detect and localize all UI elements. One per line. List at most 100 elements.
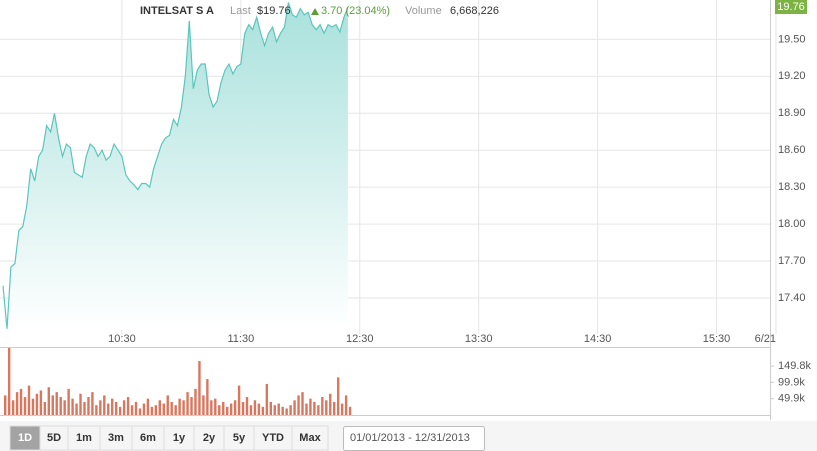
volume-bar [313, 401, 316, 415]
y-tick-label: 19.50 [778, 33, 806, 45]
range-button-label[interactable]: YTD [262, 432, 284, 444]
volume-bar [87, 397, 90, 415]
volume-bar [31, 398, 35, 415]
volume-bar [229, 403, 233, 415]
last-tag-bg [775, 0, 807, 14]
x-tick-label: 11:30 [227, 333, 254, 345]
volume-bar [325, 400, 328, 415]
volume-bar [344, 395, 348, 415]
volume-bar [194, 388, 197, 415]
volume-bar [27, 385, 31, 415]
up-arrow [311, 8, 319, 15]
range-button[interactable] [9, 425, 41, 451]
volume-bar [241, 401, 245, 415]
y-tick-label: 18.60 [778, 144, 806, 156]
stock-name: INTELSAT S A [140, 5, 214, 17]
volume-bar [114, 401, 118, 415]
volume-bar [206, 379, 209, 415]
range-button-label[interactable]: 3m [108, 432, 124, 444]
range-button[interactable] [131, 425, 165, 451]
volume-bar [59, 397, 62, 415]
volume-bar [146, 398, 150, 415]
range-button-label[interactable]: Max [299, 432, 321, 444]
volume-bar [218, 405, 221, 415]
range-button[interactable] [291, 425, 329, 451]
volume-bar [210, 400, 213, 415]
range-button[interactable] [223, 425, 255, 451]
range-button-label[interactable]: 5y [233, 432, 246, 444]
volume-bar [214, 398, 217, 415]
volume-bar [67, 388, 70, 415]
volume-bar [233, 400, 237, 415]
volume-bar [190, 397, 193, 415]
volume-bar [281, 406, 284, 415]
volume-bar [71, 398, 74, 415]
volume-bar [158, 400, 161, 415]
y-tick-label: 18.90 [778, 107, 806, 119]
volume-bar [198, 361, 201, 415]
volume-value: 6,668,226 [450, 5, 499, 17]
volume-bar [111, 398, 114, 415]
volume-bar [107, 403, 110, 415]
volume-bar [43, 401, 47, 415]
volume-bar [122, 400, 126, 415]
volume-bar [63, 400, 66, 415]
range-button[interactable] [193, 425, 225, 451]
range-button[interactable] [39, 425, 69, 451]
volume-bar [55, 392, 58, 415]
volume-bar [261, 406, 265, 415]
volume-bar [47, 387, 51, 415]
range-button-label[interactable]: 5D [47, 432, 61, 444]
last-value: $19.76 [257, 5, 291, 17]
date-range[interactable]: 01/01/2013 - 12/31/2013 [350, 432, 470, 444]
y-tick-label: 19.20 [778, 70, 806, 82]
x-tick-label: 14:30 [584, 333, 612, 345]
y-tick-label: 49.9k [778, 393, 805, 405]
volume-bar [11, 400, 15, 415]
volume-bar [138, 408, 142, 415]
volume-bar [103, 395, 106, 415]
volume-bar [166, 395, 169, 415]
volume-bar [333, 401, 336, 415]
volume-bar [23, 397, 27, 415]
volume-bar [301, 392, 304, 415]
volume-bar [222, 401, 225, 415]
volume-bar [39, 390, 43, 415]
x-tick-label: 15:30 [703, 333, 731, 345]
volume-bar [253, 400, 257, 415]
y-tick-label: 18.00 [778, 218, 806, 230]
volume-bar [329, 393, 332, 415]
volume-bar [237, 385, 241, 415]
volume-bar [162, 403, 165, 415]
range-button[interactable] [67, 425, 101, 451]
range-button-label[interactable]: 1y [173, 432, 186, 444]
range-button[interactable] [99, 425, 133, 451]
volume-bar [19, 388, 23, 415]
range-button-label[interactable]: 2y [203, 432, 216, 444]
volume-bar [118, 406, 122, 415]
range-button[interactable] [163, 425, 195, 451]
price-line [2, 2, 349, 329]
x-tick-label: 12:30 [346, 333, 374, 345]
range-button-label[interactable]: 6m [140, 432, 156, 444]
volume-bar [285, 408, 288, 415]
volume-bar [309, 398, 312, 415]
volume-bar [51, 395, 54, 415]
y-tick-label: 17.40 [778, 292, 806, 304]
volume-bar [273, 405, 276, 415]
volume-bar [15, 392, 19, 415]
volume-bar [83, 401, 86, 415]
last-label: Last [230, 5, 251, 17]
volume-bar [150, 406, 154, 415]
volume-bar [7, 348, 11, 415]
range-button-label[interactable]: 1m [76, 432, 92, 444]
volume-bar [265, 383, 269, 415]
volume-bar [178, 398, 181, 415]
volume-bar [182, 400, 185, 415]
volume-bar [305, 403, 308, 415]
volume-bar [249, 405, 253, 415]
volume-bar [154, 405, 158, 415]
range-button-label[interactable]: 1D [18, 432, 32, 444]
volume-bar [130, 405, 134, 415]
